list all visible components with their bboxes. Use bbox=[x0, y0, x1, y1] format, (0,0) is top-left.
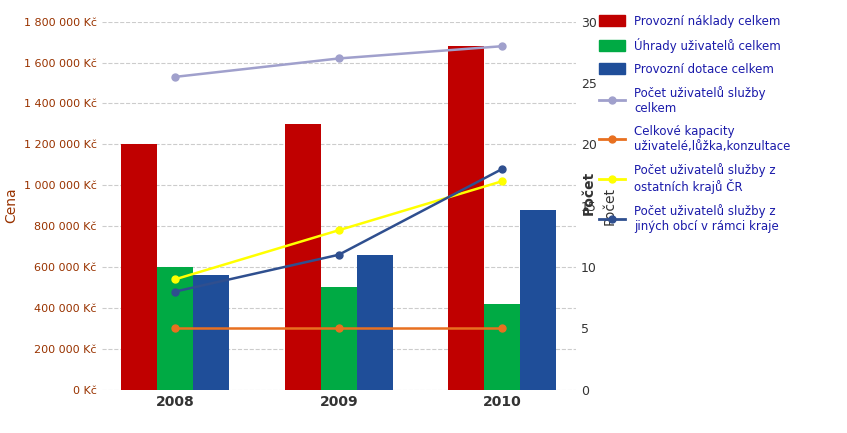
Bar bbox=[448, 46, 484, 390]
Bar bbox=[285, 124, 321, 390]
Legend: Provozní náklady celkem, Úhrady uživatelů celkem, Provozní dotace celkem, Počet : Provozní náklady celkem, Úhrady uživatel… bbox=[599, 15, 790, 233]
Y-axis label: Počet: Počet bbox=[602, 187, 617, 225]
Text: Počet: Počet bbox=[582, 171, 595, 215]
Bar bbox=[357, 255, 393, 390]
Bar bbox=[321, 288, 357, 390]
Bar bbox=[158, 267, 193, 390]
Bar bbox=[484, 304, 520, 390]
Bar bbox=[193, 275, 230, 390]
Y-axis label: Cena: Cena bbox=[4, 188, 19, 223]
Bar bbox=[121, 144, 158, 390]
Bar bbox=[520, 210, 556, 390]
